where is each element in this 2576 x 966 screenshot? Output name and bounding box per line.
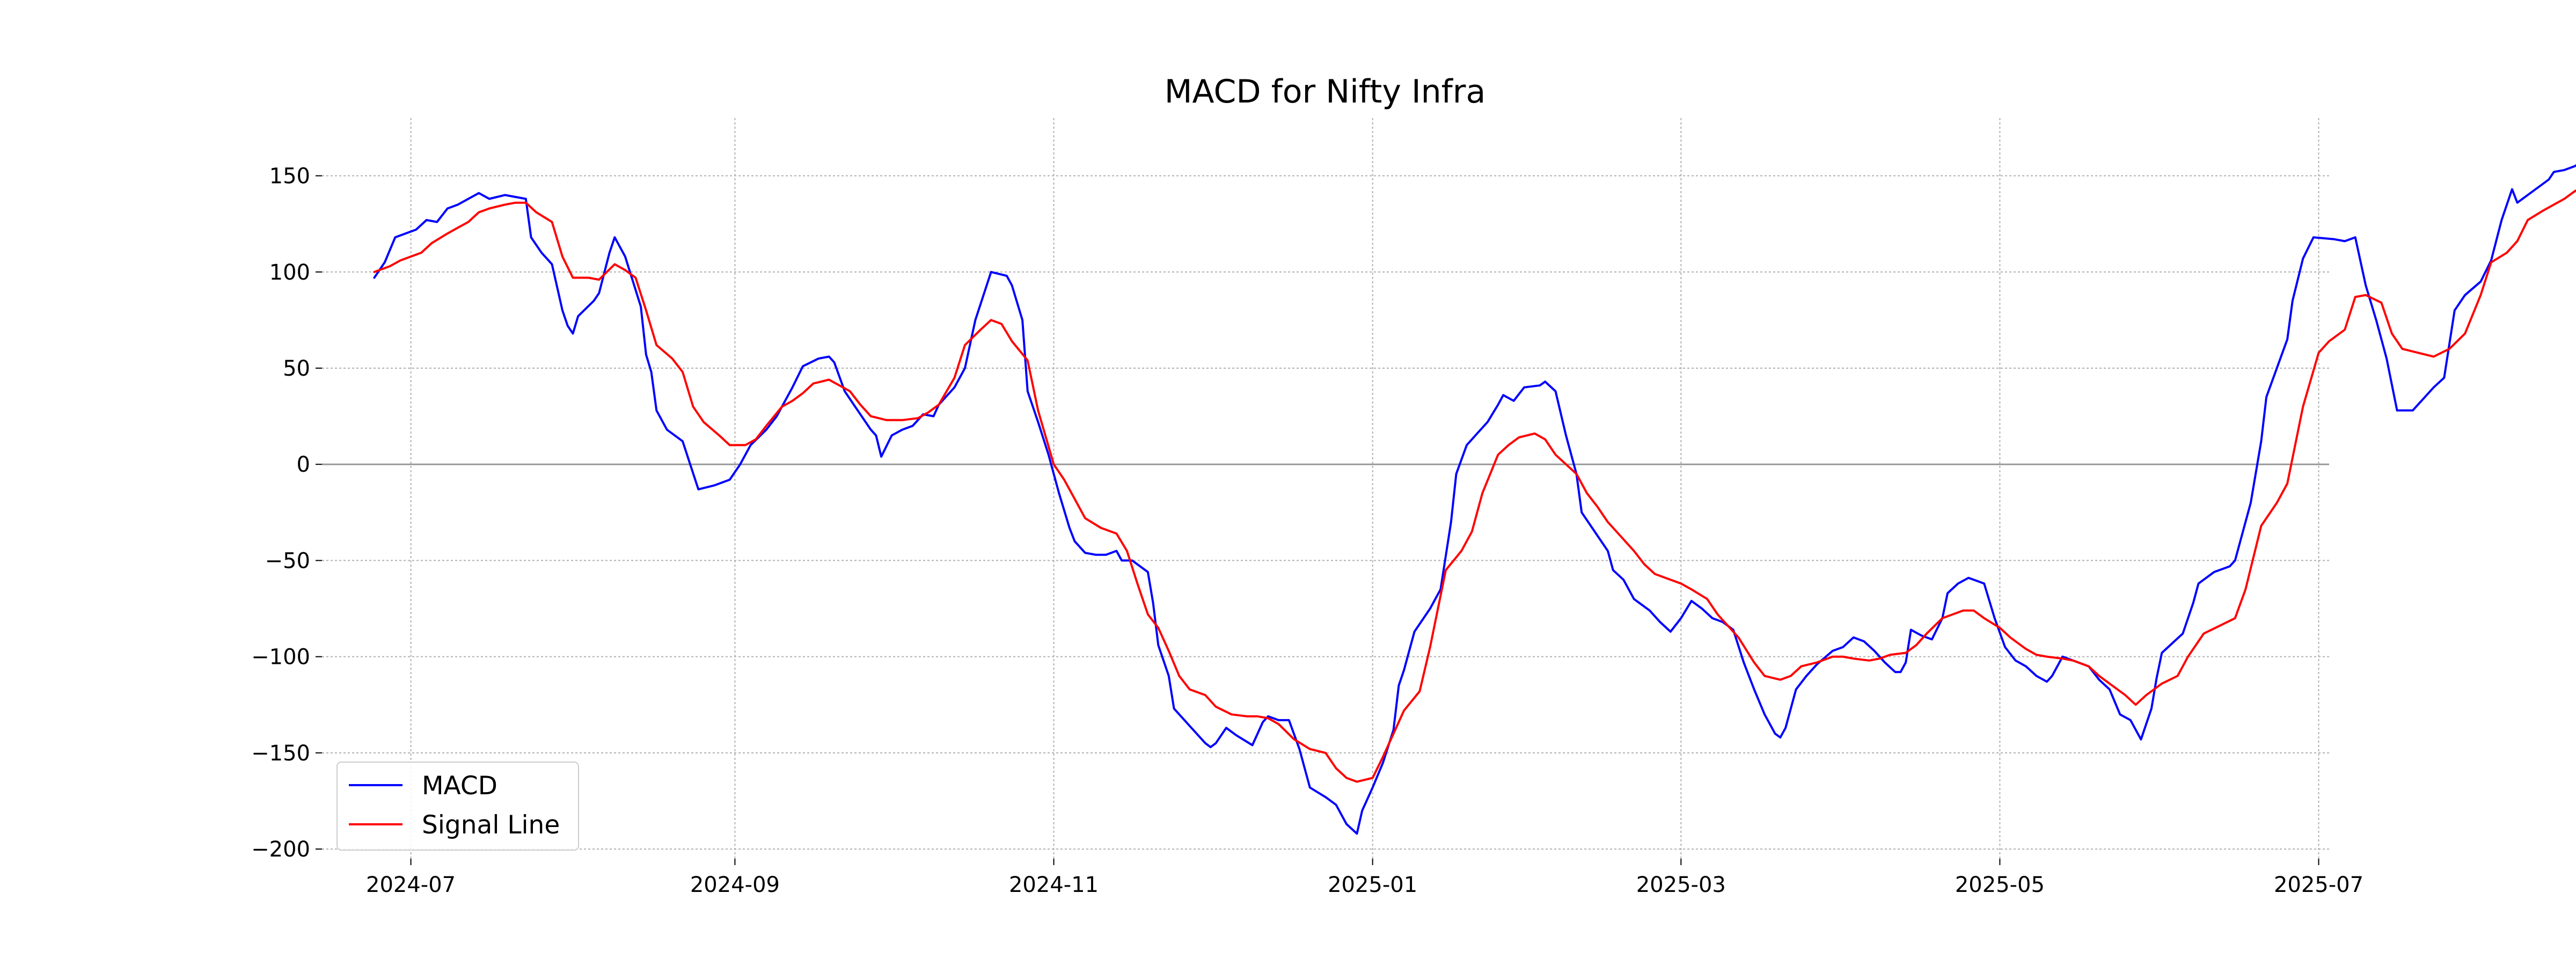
grid-lines bbox=[322, 118, 2329, 859]
plot-lines bbox=[373, 164, 2576, 835]
y-tick-label: 150 bbox=[269, 164, 310, 189]
y-tick-label: −200 bbox=[251, 837, 310, 862]
y-tick-label: −100 bbox=[251, 645, 310, 670]
y-tick-label: −150 bbox=[251, 741, 310, 766]
x-tick-label: 2025-05 bbox=[1955, 873, 2045, 897]
y-tick-label: −50 bbox=[265, 548, 310, 573]
y-axis-ticks: 150 100 50 0 −50 −100 −150 −200 bbox=[251, 164, 322, 862]
x-tick-label: 2024-09 bbox=[690, 873, 780, 897]
y-tick-label: 100 bbox=[269, 260, 310, 285]
legend-label: Signal Line bbox=[422, 810, 560, 840]
x-tick-label: 2025-03 bbox=[1636, 873, 1726, 897]
legend-label: MACD bbox=[422, 771, 497, 801]
y-tick-label: 50 bbox=[283, 356, 310, 381]
y-tick-label: 0 bbox=[297, 452, 310, 477]
chart-title: MACD for Nifty Infra bbox=[1165, 73, 1486, 111]
x-tick-label: 2025-01 bbox=[1328, 873, 1417, 897]
x-axis-ticks: 2024-07 2024-09 2024-11 2025-01 2025-03 2025-… bbox=[366, 859, 2363, 897]
x-tick-label: 2025-07 bbox=[2274, 873, 2363, 897]
x-tick-label: 2024-07 bbox=[366, 873, 456, 897]
x-tick-label: 2024-11 bbox=[1009, 873, 1099, 897]
signal-line-series-line bbox=[373, 189, 2576, 783]
legend: MACD Signal Line bbox=[336, 762, 579, 851]
macd-series-line bbox=[373, 164, 2576, 835]
